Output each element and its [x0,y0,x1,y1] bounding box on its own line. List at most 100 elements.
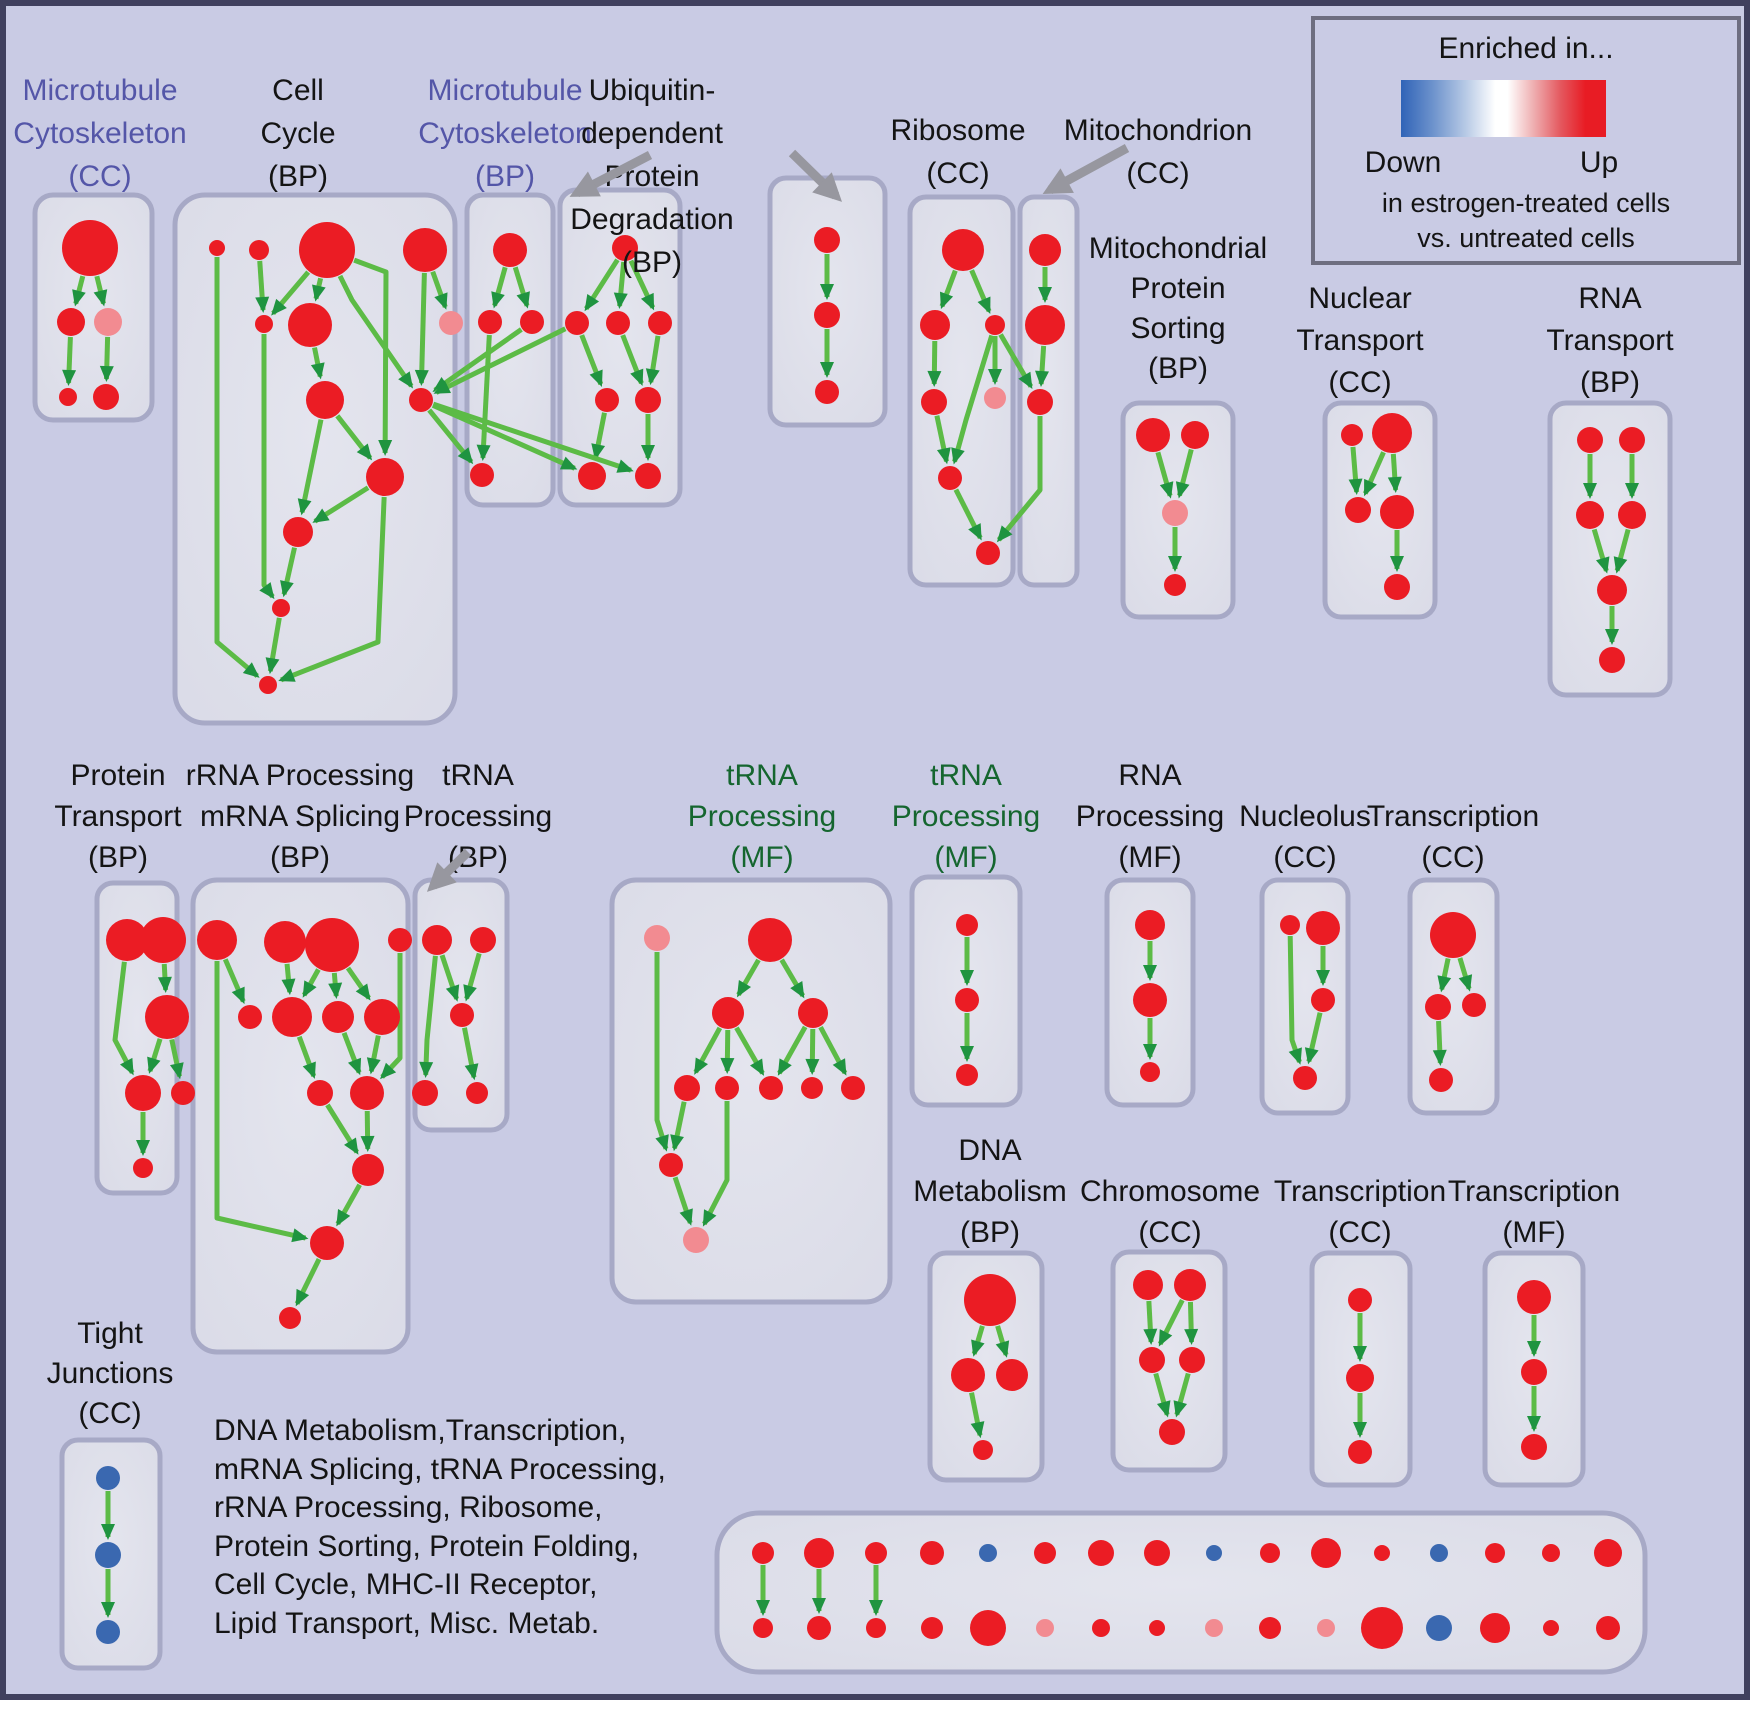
misc-panel-box [714,1510,1648,1675]
misc-panel-node-13 [1485,1543,1505,1563]
misc-panel-node-26 [1317,1619,1335,1637]
chromosome-cc-edge [1157,1299,1185,1347]
transcription-mf-label: Transcription (MF) [1448,1175,1620,1249]
trna-mf-large-edge [818,1025,848,1076]
trna-mf-large-edge [720,1029,735,1074]
cell-cycle-edge [278,496,387,683]
rrna-mrna-edge [296,1035,317,1079]
transcription-cc-mid-node-2 [1462,993,1486,1017]
misc-text-line: Cell Cycle, MHC-II Receptor, [214,1568,598,1601]
ubiquitin-1-node-7 [635,463,661,489]
dna-metabolism-edge [995,1325,1010,1358]
rrna-mrna-node-11 [310,1226,344,1260]
rna-transport-edge [1591,528,1610,574]
transcription-cc-mid-edge [1457,957,1473,992]
ribosome-cc-node-4 [984,387,1006,409]
nuclear-transport-node-2 [1345,497,1371,523]
misc-panel-node-17 [807,1616,831,1640]
cell-cycle-node-9 [366,458,404,496]
cross-edge [431,402,578,471]
cross-edge [432,401,634,473]
trna-mf-large-node-10 [683,1227,709,1253]
cell-cycle-edge [280,547,297,598]
rrna-mrna-node-12 [279,1307,301,1329]
microtubule-bp-edge [512,266,530,309]
transcription-cc-bot-node-2 [1348,1440,1372,1464]
ribosome-cc-node-3 [921,389,947,415]
misc-panel-node-5 [1034,1542,1056,1564]
rna-processing-mf-node-1 [1133,983,1167,1017]
trna-mf-small-node-0 [956,914,978,936]
rna-transport-node-2 [1576,501,1604,529]
transcription-cc-bot-node-1 [1346,1364,1374,1392]
transcription-cc-mid-node-0 [1430,912,1476,958]
rna-transport-label: RNA Transport (BP) [1546,282,1674,399]
transcription-mf-node-1 [1521,1359,1547,1385]
mito-sorting-edge [1155,451,1174,499]
tight-junctions-node-1 [95,1542,121,1568]
rrna-mrna-edge [380,953,403,1080]
rrna-mrna-node-0 [197,920,237,960]
legend: Enriched in... Down Up in estrogen-treat… [1311,16,1741,265]
rrna-mrna-node-3 [388,928,412,952]
transcription-cc-mid-label: Transcription (CC) [1367,800,1539,874]
trna-mf-large-edge [672,1176,693,1226]
ribosome-cc-node-2 [985,315,1005,335]
ubiquitin-1-node-0 [612,235,638,261]
cell-cycle-node-7 [306,381,344,419]
misc-panel-node-1 [804,1538,834,1568]
rna-transport-node-4 [1597,575,1627,605]
chromosome-cc-box [1110,1249,1228,1473]
nuclear-transport-edge [1387,453,1402,494]
ribosome-cc-node-0 [942,229,984,271]
misc-panel-node-6 [1088,1540,1114,1566]
cell-cycle-edge [312,485,370,524]
legend-down-label: Down [1364,146,1442,179]
trna-mf-large-edge [779,958,806,999]
legend-title: Enriched in... [1438,32,1614,65]
protein-transport-edge [169,1038,184,1080]
rna-transport-box [1547,400,1673,698]
misc-panel-node-16 [753,1618,773,1638]
misc-text-line: rRNA Processing, Ribosome, [214,1491,603,1524]
rrna-mrna-edge [341,1031,362,1076]
ubiquitin-1-edge [591,412,607,461]
trna-mf-large-edge [670,1101,687,1152]
trna-bp-label: tRNA Processing (BP) [404,759,552,874]
mitochondrion-cc-edge [1035,345,1049,388]
ubiquitin-1-edge [579,334,604,387]
rna-transport-edge [1613,528,1631,574]
ubiquitin-1-node-1 [565,311,589,335]
cell-cycle-edge [265,617,282,675]
ubiquitin-1-node-6 [578,462,606,490]
microtubule-cc-node-1 [57,308,85,336]
legend-subtitle-2: vs. untreated cells [1417,223,1635,253]
transcription-cc-mid-node-3 [1429,1068,1453,1092]
trna-mf-large-node-0 [644,925,670,951]
trna-mf-large-node-5 [715,1076,739,1100]
rrna-mrna-node-7 [364,999,400,1035]
ribosome-label: Ribosome (CC) [890,114,1025,190]
trna-bp-edge [439,954,460,1002]
ubiquitin-pointer-left [569,151,653,197]
trna-bp-edge [463,952,482,1002]
misc-text-line: mRNA Splicing, tRNA Processing, [214,1452,666,1486]
misc-panel-node-4 [979,1544,997,1562]
trna-mf-large-edge [693,1026,723,1075]
trna-bp-node-1 [470,927,496,953]
rrna-mrna-node-9 [350,1076,384,1110]
ubiquitin-2-node-1 [814,302,840,328]
trna-mf-large-node-3 [798,998,828,1028]
rrna-mrna-edge [301,968,321,998]
rrna-mrna-node-6 [322,1001,354,1033]
misc-panel-node-25 [1259,1617,1281,1639]
chromosome-cc-edge [1184,1301,1199,1346]
cell-cycle-node-5 [288,303,332,347]
trna-mf-large-edge [702,1101,730,1227]
chromosome-cc-edge [1173,1372,1191,1418]
ubiquitin-1-edge [584,258,620,312]
rna-transport-node-1 [1619,427,1645,453]
trna-mf-large-node-8 [841,1076,865,1100]
protein-transport-edge [157,963,172,994]
